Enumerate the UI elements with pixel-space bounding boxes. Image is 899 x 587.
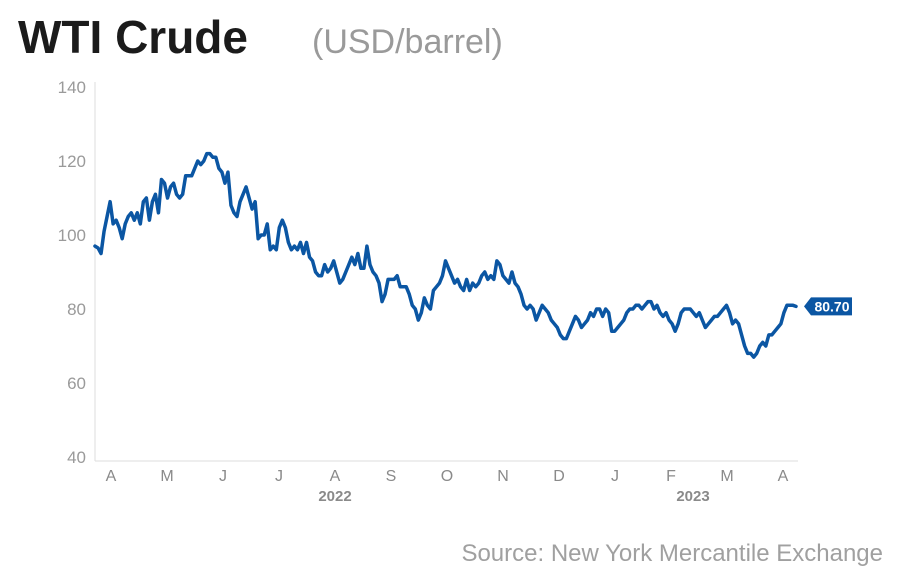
x-tick-label: J — [275, 468, 283, 485]
x-tick-label: S — [386, 468, 397, 485]
source: Source: New York Mercantile Exchange — [461, 540, 883, 567]
chart-subtitle: (USD/barrel) — [312, 23, 503, 61]
x-tick-label: A — [330, 468, 341, 485]
x-tick-label: D — [553, 468, 565, 485]
x-tick-label: M — [160, 468, 173, 485]
y-tick-label: 80 — [67, 300, 86, 319]
chart-title: WTI Crude — [18, 11, 248, 63]
y-tick-label: 40 — [67, 448, 86, 467]
x-tick-label: A — [106, 468, 117, 485]
value-label: 80.70 — [814, 298, 849, 314]
year-label: 2023 — [676, 488, 709, 505]
y-tick-label: 60 — [67, 374, 86, 393]
year-label: 2022 — [318, 488, 351, 505]
price-line — [93, 151, 798, 359]
x-tick-label: J — [219, 468, 227, 485]
x-tick-label: M — [720, 468, 733, 485]
x-tick-label: N — [497, 468, 509, 485]
x-tick-label: F — [666, 468, 676, 485]
x-tick-label: A — [778, 468, 789, 485]
value-label-box — [804, 297, 852, 316]
y-tick-label: 140 — [58, 78, 86, 97]
y-tick-label: 100 — [58, 226, 86, 245]
x-tick-label: J — [611, 468, 619, 485]
x-tick-label: O — [441, 468, 453, 485]
y-tick-label: 120 — [58, 152, 86, 171]
